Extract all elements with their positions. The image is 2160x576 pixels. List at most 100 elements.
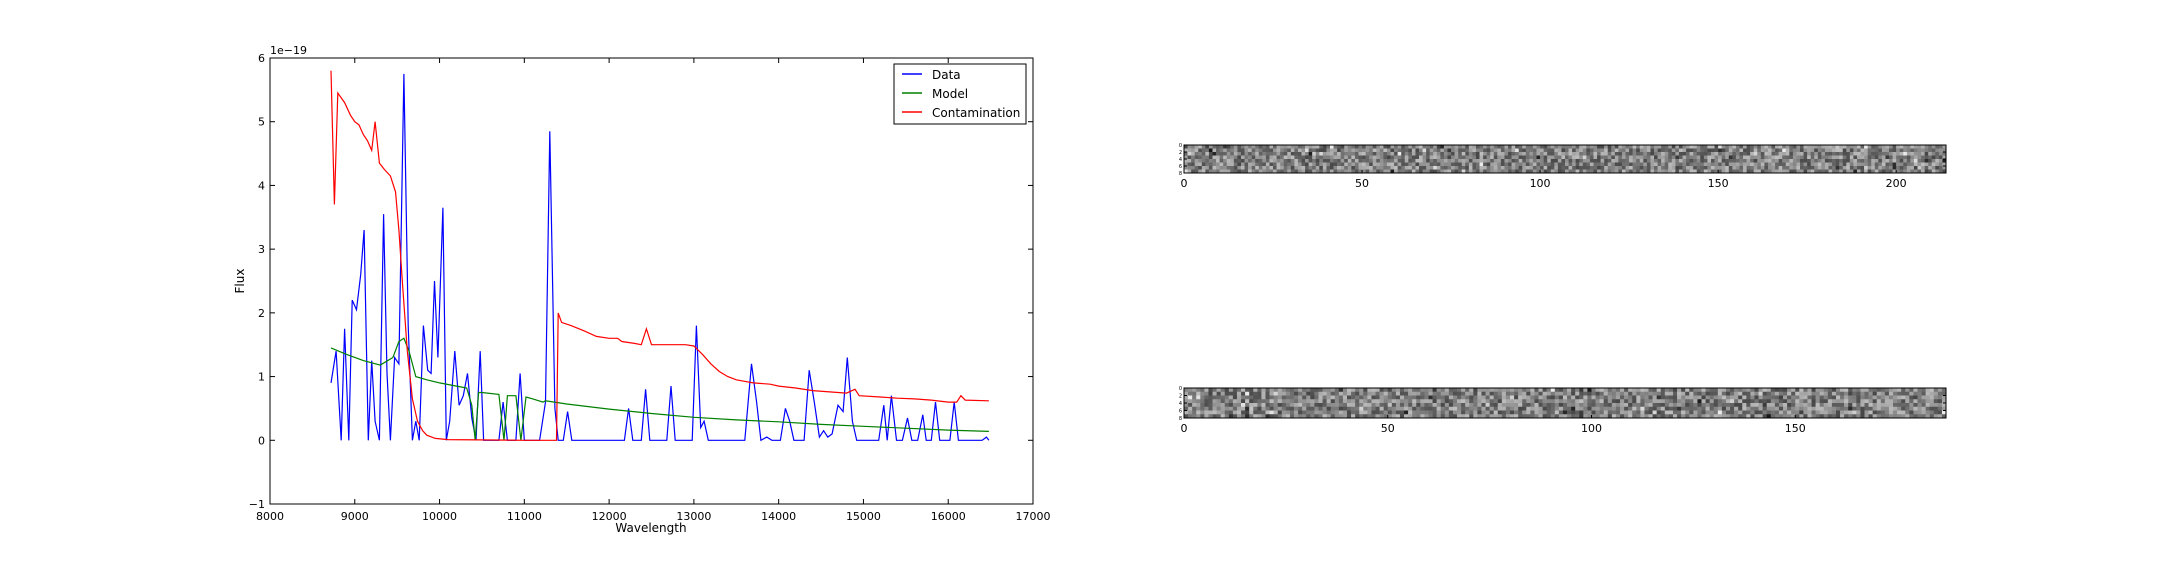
image-pixel xyxy=(1913,166,1918,170)
image-pixel xyxy=(1693,148,1698,153)
image-pixel xyxy=(1757,159,1762,163)
image-pixel xyxy=(1196,395,1201,400)
image-pixel xyxy=(1903,166,1908,170)
image-pixel xyxy=(1710,152,1715,156)
image-pixel xyxy=(1650,166,1655,170)
image-pixel xyxy=(1355,410,1360,415)
image-pixel xyxy=(1924,148,1929,153)
image-pixel xyxy=(1497,388,1503,393)
image-pixel xyxy=(1184,166,1188,170)
image-pixel xyxy=(1709,399,1715,404)
image-pixel xyxy=(1770,414,1776,419)
image-pixel xyxy=(1277,410,1283,415)
image-pixel xyxy=(1269,145,1274,149)
image-pixel xyxy=(1481,410,1486,415)
image-pixel xyxy=(1913,406,1918,411)
image-pixel xyxy=(1872,406,1878,411)
image-pixel xyxy=(1928,166,1933,170)
image-pixel xyxy=(1792,148,1797,153)
image-pixel xyxy=(1607,403,1613,408)
image-pixel xyxy=(1481,406,1486,411)
image-pixel xyxy=(1589,145,1594,149)
image-pixel xyxy=(1856,155,1861,160)
x-tick-label: 100 xyxy=(1581,422,1602,435)
image-pixel xyxy=(1591,406,1596,411)
image-pixel xyxy=(1738,399,1743,404)
image-pixel xyxy=(1888,388,1894,393)
image-pixel xyxy=(1522,388,1527,393)
image-pixel xyxy=(1842,155,1847,160)
image-pixel xyxy=(1593,148,1598,153)
image-pixel xyxy=(1876,395,1882,400)
image-pixel xyxy=(1372,148,1377,153)
image-pixel xyxy=(1248,169,1252,174)
image-pixel xyxy=(1931,145,1936,149)
image-pixel xyxy=(1629,152,1633,156)
image-pixel xyxy=(1905,403,1910,408)
image-pixel xyxy=(1709,406,1715,411)
image-pixel xyxy=(1938,169,1943,174)
image-pixel xyxy=(1522,410,1527,415)
image-pixel xyxy=(1269,406,1274,411)
image-pixel xyxy=(1770,403,1776,408)
image-pixel xyxy=(1241,410,1246,415)
image-pixel xyxy=(1391,410,1397,415)
image-pixel xyxy=(1216,148,1220,153)
image-pixel xyxy=(1917,148,1922,153)
image-pixel xyxy=(1766,403,1772,408)
image-pixel xyxy=(1864,410,1869,415)
image-pixel xyxy=(1312,155,1317,160)
image-pixel xyxy=(1746,395,1751,400)
image-pixel xyxy=(1508,169,1512,174)
image-pixel xyxy=(1536,145,1541,149)
image-pixel xyxy=(1807,152,1811,156)
image-pixel xyxy=(1901,388,1906,393)
image-pixel xyxy=(1483,159,1487,163)
image-pixel xyxy=(1800,166,1804,170)
image-pixel xyxy=(1746,410,1751,415)
image-pixel xyxy=(1351,166,1356,170)
image-pixel xyxy=(1696,152,1701,156)
image-pixel xyxy=(1856,391,1861,396)
image-pixel xyxy=(1582,152,1587,156)
image-pixel xyxy=(1424,388,1429,393)
image-pixel xyxy=(1937,406,1943,411)
image-pixel xyxy=(1184,159,1188,163)
image-pixel xyxy=(1778,166,1783,170)
image-pixel xyxy=(1347,152,1352,156)
image-pixel xyxy=(1840,406,1845,411)
image-pixel xyxy=(1546,391,1552,396)
image-pixel xyxy=(1681,403,1686,408)
image-pixel xyxy=(1677,406,1682,411)
image-pixel xyxy=(1811,406,1816,411)
image-pixel xyxy=(1201,166,1206,170)
image-pixel xyxy=(1678,155,1683,160)
image-pixel xyxy=(1746,391,1751,396)
image-pixel xyxy=(1391,395,1397,400)
image-pixel xyxy=(1216,169,1220,174)
image-pixel xyxy=(1758,399,1763,404)
image-pixel xyxy=(1340,166,1345,170)
image-pixel xyxy=(1700,162,1705,167)
image-pixel xyxy=(1913,403,1918,408)
image-pixel xyxy=(1811,395,1816,400)
image-pixel xyxy=(1315,166,1320,170)
image-pixel xyxy=(1351,406,1356,411)
image-pixel xyxy=(1884,388,1890,393)
image-pixel xyxy=(1586,166,1591,170)
image-pixel xyxy=(1322,399,1327,404)
image-pixel xyxy=(1586,159,1591,163)
image-pixel xyxy=(1685,414,1690,419)
image-pixel xyxy=(1913,152,1918,156)
image-pixel xyxy=(1208,145,1213,149)
image-pixel xyxy=(1200,388,1205,393)
image-pixel xyxy=(1840,391,1845,396)
image-pixel xyxy=(1526,414,1531,419)
image-pixel xyxy=(1315,155,1320,160)
image-pixel xyxy=(1734,414,1739,419)
image-pixel xyxy=(1257,399,1262,404)
image-pixel xyxy=(1815,414,1820,419)
image-pixel xyxy=(1330,399,1336,404)
image-pixel xyxy=(1725,169,1730,174)
image-pixel xyxy=(1701,395,1706,400)
